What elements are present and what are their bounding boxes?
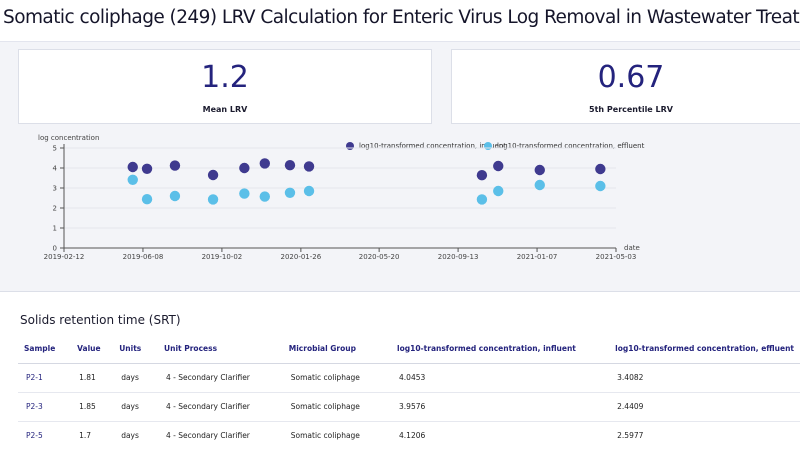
effluent-cell: 2.5977: [609, 421, 800, 450]
x-tick-label: 2019-10-02: [202, 253, 243, 261]
microbial-group-cell: Somatic coliphage: [282, 392, 392, 422]
table-title: Solids retention time (SRT): [20, 313, 181, 327]
effluent-cell: 2.4409: [609, 392, 800, 422]
srt-table-card: Solids retention time (SRT) Sample Value…: [0, 291, 800, 450]
x-tick-label: 2021-01-07: [517, 253, 558, 261]
influent-point: [476, 170, 488, 181]
x-tick-label: 2021-05-03: [596, 253, 637, 261]
x-tick-label: 2019-02-12: [44, 253, 85, 261]
x-tick-label: 2020-09-13: [438, 253, 479, 261]
influent-point: [127, 161, 138, 173]
y-tick-label: 2: [53, 205, 57, 213]
influent-cell: 4.0453: [391, 363, 610, 393]
scatter-chart: 0 1 2 3 4 5 log concentration date 2019-02-12 201…: [0, 128, 800, 268]
units-cell: days: [113, 421, 159, 450]
y-tick-label: 3: [53, 185, 57, 193]
value-cell: 1.81: [71, 363, 114, 393]
mean-lrv-label: Mean LRV: [202, 105, 248, 114]
legend-effluent[interactable]: log10-transformed concentration, effluen…: [484, 142, 644, 150]
scatter-chart-svg: 0 1 2 3 4 5 log concentration date 2019-02-12 201…: [38, 134, 640, 261]
influent-point: [284, 160, 296, 171]
effluent-point: [141, 194, 153, 205]
table-header-row: Sample Value Units Unit Process Microbia…: [18, 334, 800, 364]
influent-point: [141, 163, 153, 174]
x-axis-label: date: [624, 244, 640, 252]
mean-lrv-card: 1.2 Mean LRV: [18, 49, 432, 124]
influent-point: [595, 163, 606, 175]
column-header-value[interactable]: Value: [71, 334, 114, 364]
influent-point: [303, 161, 315, 172]
table-row: P2-1 1.81 days 4 - Secondary Clarifier S…: [18, 363, 800, 393]
table-row: P2-5 1.7 days 4 - Secondary Clarifier So…: [18, 421, 800, 450]
units-cell: days: [113, 363, 159, 393]
column-header-effluent[interactable]: log10-transformed concentration, effluen…: [609, 334, 800, 364]
effluent-legend-marker: [484, 142, 492, 150]
effluent-point: [239, 188, 250, 199]
influent-point: [534, 164, 545, 176]
column-header-units[interactable]: Units: [113, 334, 159, 364]
units-cell: days: [113, 392, 159, 422]
unit-process-cell: 4 - Secondary Clarifier: [158, 392, 283, 422]
influent-legend-label: log10-transformed concentration, influen…: [359, 142, 507, 150]
microbial-group-cell: Somatic coliphage: [282, 421, 392, 450]
percentile-lrv-label: 5th Percentile LRV: [589, 105, 673, 114]
y-tick-label: 5: [53, 145, 57, 153]
y-axis-label: log concentration: [38, 134, 99, 142]
column-header-unit-process[interactable]: Unit Process: [158, 334, 283, 364]
influent-point: [169, 160, 181, 171]
effluent-point: [303, 185, 315, 197]
y-tick-label: 0: [53, 245, 57, 253]
effluent-point: [127, 174, 138, 185]
column-header-influent[interactable]: log10-transformed concentration, influen…: [391, 334, 610, 364]
value-cell: 1.85: [71, 392, 114, 422]
effluent-point: [493, 185, 504, 197]
sample-link[interactable]: P2-1: [18, 363, 72, 393]
sample-link[interactable]: P2-5: [18, 421, 72, 450]
unit-process-cell: 4 - Secondary Clarifier: [158, 421, 283, 450]
x-tick-label: 2020-01-26: [281, 253, 322, 261]
effluent-point: [207, 194, 219, 205]
page-title: Somatic coliphage (249) LRV Calculation …: [3, 7, 800, 28]
column-header-microbial-group[interactable]: Microbial Group: [282, 334, 392, 364]
effluent-point: [284, 187, 296, 198]
effluent-point: [595, 180, 606, 192]
srt-table: Sample Value Units Unit Process Microbia…: [18, 334, 800, 450]
column-header-sample[interactable]: Sample: [18, 334, 72, 364]
mean-lrv-value: 1.2: [201, 60, 249, 95]
effluent-legend-label: log10-transformed concentration, effluen…: [497, 142, 645, 150]
effluent-point: [169, 190, 181, 202]
x-tick-label: 2019-06-08: [123, 253, 164, 261]
influent-point: [259, 158, 270, 169]
x-tick-label: 2020-05-20: [359, 253, 400, 261]
y-tick-label: 1: [53, 225, 57, 233]
effluent-point: [476, 194, 488, 205]
value-cell: 1.7: [71, 421, 114, 450]
influent-legend-marker: [346, 142, 354, 150]
percentile-lrv-card: 0.67 5th Percentile LRV: [451, 49, 800, 124]
percentile-lrv-value: 0.67: [597, 60, 665, 95]
table-row: P2-3 1.85 days 4 - Secondary Clarifier S…: [18, 392, 800, 422]
title-bar: Somatic coliphage (249) LRV Calculation …: [0, 0, 800, 42]
effluent-point: [534, 179, 545, 191]
effluent-point: [259, 191, 270, 202]
influent-cell: 4.1206: [391, 421, 610, 450]
microbial-group-cell: Somatic coliphage: [282, 363, 392, 393]
unit-process-cell: 4 - Secondary Clarifier: [158, 363, 283, 393]
effluent-cell: 3.4082: [609, 363, 800, 393]
sample-link[interactable]: P2-3: [18, 392, 72, 422]
influent-point: [493, 160, 504, 172]
influent-point: [207, 169, 219, 181]
legend-influent[interactable]: log10-transformed concentration, influen…: [346, 142, 506, 150]
y-tick-label: 4: [53, 165, 58, 173]
influent-point: [239, 162, 250, 174]
influent-cell: 3.9576: [391, 392, 610, 422]
